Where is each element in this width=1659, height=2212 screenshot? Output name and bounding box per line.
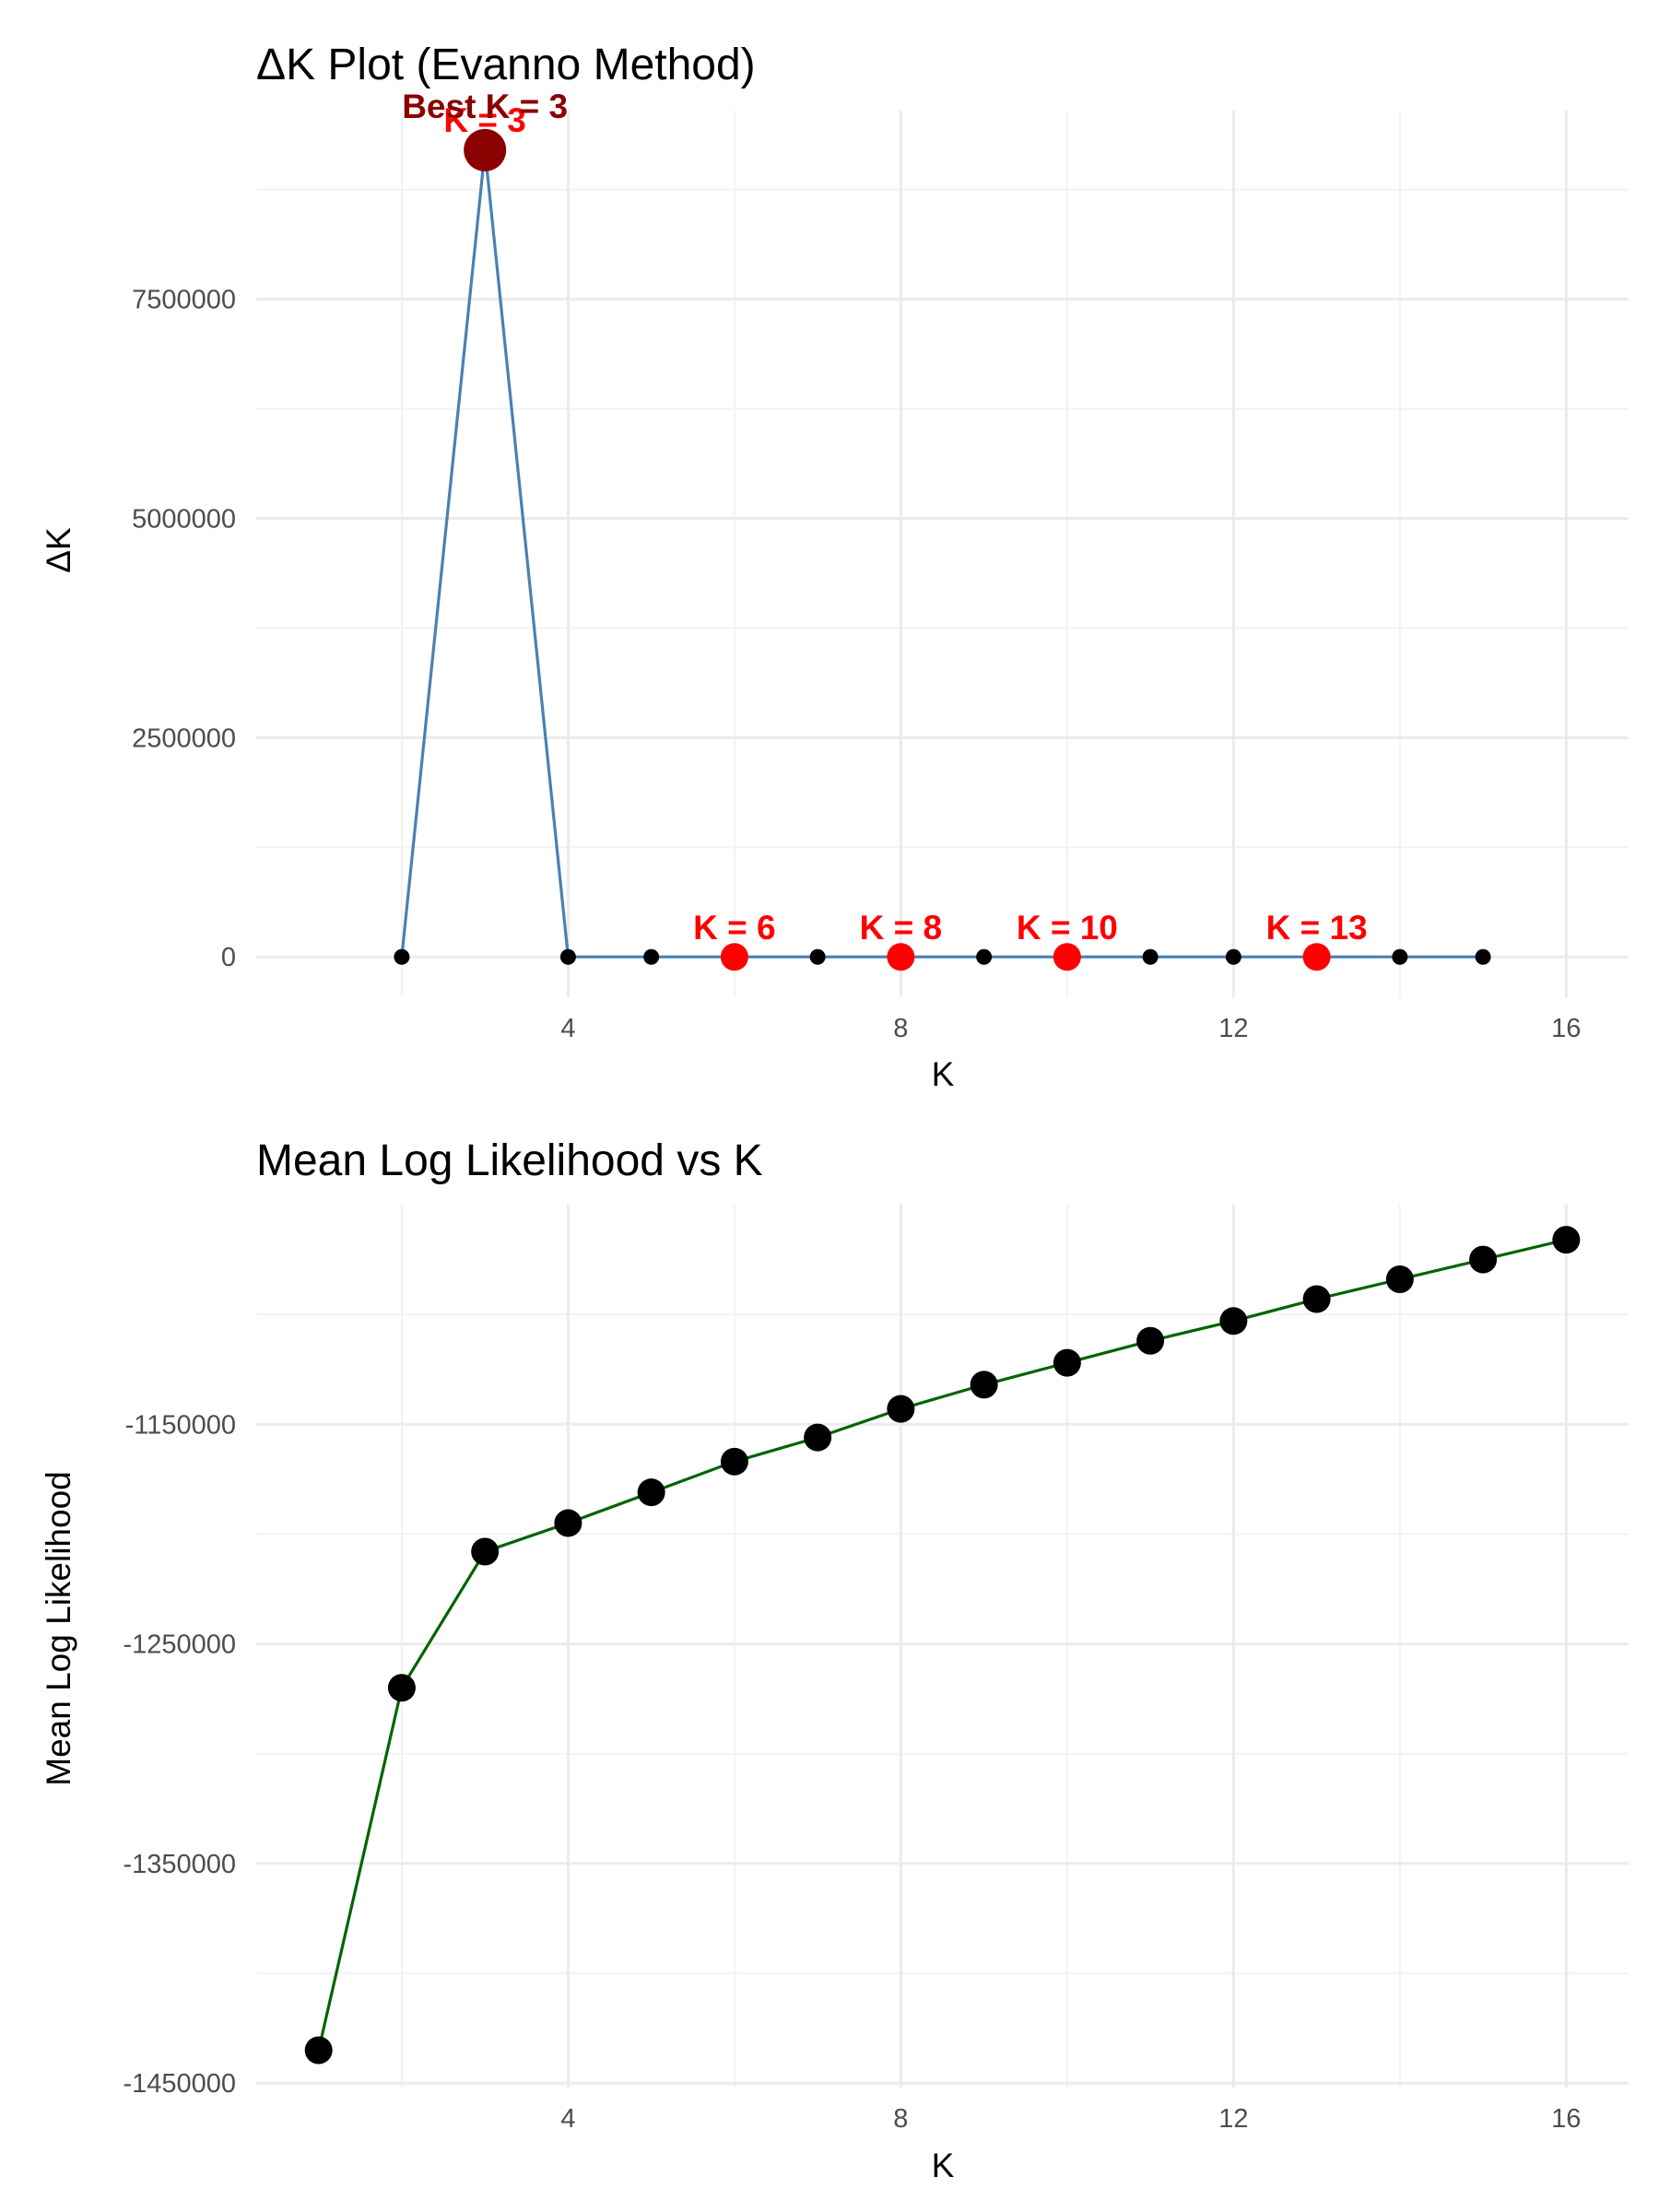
y-tick-label: -1350000 bbox=[123, 1850, 236, 1879]
data-point bbox=[1392, 948, 1408, 965]
data-point bbox=[394, 948, 410, 965]
log-likelihood-series bbox=[304, 1226, 1581, 2065]
data-point bbox=[1302, 1285, 1331, 1313]
highlight-point bbox=[1302, 943, 1331, 971]
y-tick-label: -1450000 bbox=[123, 2069, 236, 2099]
data-point bbox=[1225, 948, 1241, 965]
data-point bbox=[471, 1537, 500, 1566]
data-point bbox=[1136, 1326, 1165, 1355]
y-tick-label: 2500000 bbox=[132, 724, 236, 753]
log-likelihood-y-tick-labels: -1450000 -1350000 -1250000 -1150000 bbox=[123, 1410, 236, 2099]
highlight-point bbox=[720, 943, 748, 971]
best-k-point bbox=[464, 128, 507, 171]
data-point bbox=[1053, 1348, 1081, 1377]
delta-k-x-axis-title: K bbox=[932, 1055, 955, 1093]
delta-k-gridlines bbox=[256, 111, 1629, 997]
data-point bbox=[387, 1674, 416, 1702]
series-line bbox=[317, 1238, 1567, 2051]
data-point bbox=[809, 948, 826, 965]
log-likelihood-x-tick-labels: 4 8 12 16 bbox=[560, 2104, 1581, 2134]
delta-k-x-tick-labels: 4 8 12 16 bbox=[560, 1014, 1581, 1043]
data-point bbox=[970, 1371, 998, 1399]
data-point bbox=[1475, 948, 1491, 965]
x-tick-label: 12 bbox=[1218, 2104, 1248, 2134]
highlight-point bbox=[1053, 943, 1081, 971]
log-likelihood-x-axis-title: K bbox=[932, 2147, 955, 2184]
y-tick-label: 7500000 bbox=[132, 286, 236, 315]
x-tick-label: 12 bbox=[1218, 1014, 1248, 1043]
delta-k-title: ΔK Plot (Evanno Method) bbox=[256, 41, 756, 89]
data-point bbox=[1219, 1307, 1248, 1335]
y-tick-label: -1150000 bbox=[125, 1410, 236, 1440]
delta-k-panel: ΔK Plot (Evanno Method) 0 2500000 5000000 7… bbox=[40, 41, 1629, 1093]
highlight-label: K = 6 bbox=[693, 909, 775, 947]
x-tick-label: 8 bbox=[893, 2104, 908, 2134]
delta-k-y-axis-title: ΔK bbox=[40, 527, 77, 573]
highlight-label: K = 10 bbox=[1017, 909, 1118, 947]
data-point bbox=[643, 948, 660, 965]
x-tick-label: 8 bbox=[893, 1014, 908, 1043]
data-point bbox=[304, 2036, 333, 2065]
log-likelihood-title: Mean Log Likelihood vs K bbox=[256, 1136, 763, 1185]
delta-k-y-tick-labels: 0 2500000 5000000 7500000 bbox=[132, 286, 236, 973]
log-likelihood-y-axis-title: Mean Log Likelihood bbox=[40, 1471, 77, 1785]
data-point bbox=[1142, 948, 1159, 965]
best-k-label: Best K = 3 bbox=[402, 88, 568, 125]
data-point bbox=[976, 948, 993, 965]
highlight-point bbox=[887, 943, 915, 971]
data-point bbox=[559, 948, 576, 965]
log-likelihood-panel: Mean Log Likelihood vs K -1450000 -135000… bbox=[40, 1136, 1629, 2184]
data-point bbox=[1469, 1245, 1498, 1274]
data-point bbox=[554, 1509, 582, 1537]
data-point bbox=[887, 1394, 915, 1423]
y-tick-label: 0 bbox=[221, 943, 236, 972]
data-point bbox=[720, 1447, 748, 1476]
highlight-label: K = 13 bbox=[1266, 909, 1368, 947]
y-tick-label: 5000000 bbox=[132, 504, 236, 534]
x-tick-label: 4 bbox=[560, 1014, 575, 1043]
log-likelihood-gridlines bbox=[256, 1205, 1629, 2088]
data-point bbox=[1385, 1265, 1414, 1294]
best-k-red-label: K = 3 bbox=[443, 101, 525, 139]
x-tick-label: 4 bbox=[560, 2104, 575, 2134]
x-tick-label: 16 bbox=[1551, 2104, 1581, 2134]
data-point bbox=[804, 1423, 832, 1452]
highlight-label: K = 8 bbox=[860, 909, 942, 947]
x-tick-label: 16 bbox=[1551, 1014, 1581, 1043]
series-line bbox=[400, 149, 1484, 959]
data-point bbox=[1552, 1226, 1581, 1254]
data-point bbox=[637, 1478, 665, 1507]
y-tick-label: -1250000 bbox=[123, 1630, 236, 1660]
delta-k-series bbox=[394, 128, 1491, 971]
